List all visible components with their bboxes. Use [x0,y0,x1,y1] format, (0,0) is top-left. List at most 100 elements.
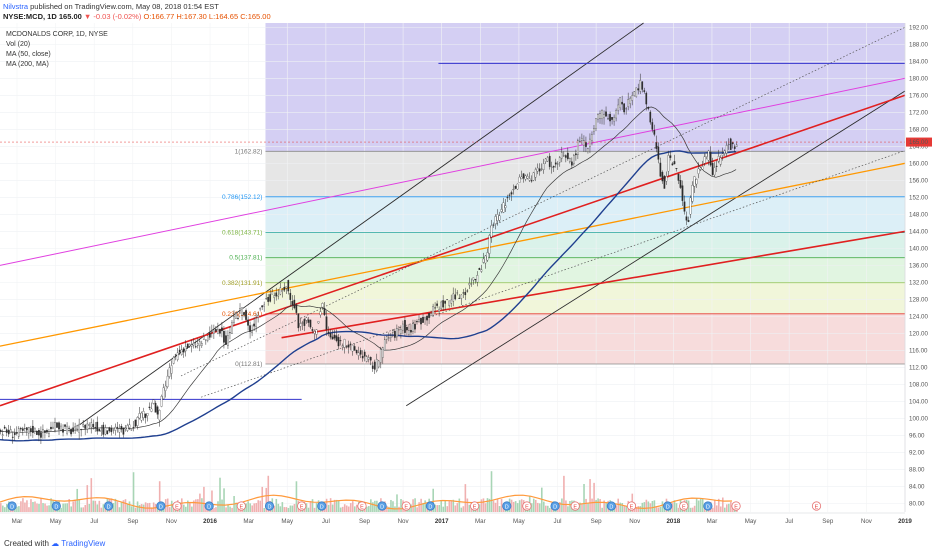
volume-bar [275,498,278,512]
volume-bar [719,506,722,512]
volume-bar [112,503,115,512]
price-tick-label: 120.00 [909,330,928,337]
price-axis[interactable]: 80.00 84.00 88.00 92.00 96.00 100.00 104.00 108… [0,23,932,512]
candle-body [347,344,350,348]
legend-volume[interactable]: Vol (20) [6,41,31,48]
volume-bar [532,498,535,512]
candle-body [412,323,414,332]
candle-body [410,329,412,333]
tradingview-logo-icon[interactable]: ☁ [51,539,60,548]
price-candles [0,73,738,444]
volume-bar [2,505,4,512]
candle-body [649,111,652,123]
volume-bar [138,504,141,512]
volume-bar [695,498,698,512]
volume-bar [444,500,447,512]
volume-bar [717,498,720,512]
candle-body [581,138,583,141]
candle-body [683,201,686,212]
candle-body [512,189,515,191]
volume-bar [20,501,22,512]
volume-bar [424,500,426,512]
volume-bar [534,499,537,512]
candle-body [229,332,231,334]
event-marker-label: E [630,504,634,510]
earnings-marker [470,501,480,511]
volume-bar [92,500,95,512]
volume-bar [726,504,728,512]
volume-bar [583,484,585,512]
candle-body [603,114,605,119]
dividend-marker [502,501,512,511]
candle-body [72,427,74,432]
time-tick-label: Jul [322,518,330,525]
created-with-label: Created with [4,539,49,548]
candle-body [78,423,80,433]
candle-body [148,406,151,408]
volume-bar [331,504,334,512]
volume-bar [201,498,203,512]
volume-bar [386,505,388,512]
candle-body [118,428,121,433]
candle-body [84,424,87,429]
trend-line-lower-black-channel [406,90,906,407]
candle-body [321,303,324,308]
volume-bar [436,505,439,512]
candle-body [28,427,30,434]
candle-body [494,216,497,224]
tradingview-brand[interactable]: TradingView [61,539,106,548]
dividend-marker [425,501,435,511]
volume-bar [689,507,692,512]
candle-body [243,312,245,315]
volume-bar [724,507,726,512]
volume-bar [48,505,50,512]
volume-bar [34,501,36,512]
price-tick-label: 176.00 [909,92,928,99]
volume-bar [24,502,26,512]
legend-ma200[interactable]: MA (200, MA) [6,61,49,68]
volume-bar [22,498,24,512]
candle-body [383,339,386,351]
volume-bar [4,507,6,512]
volume-bar [90,478,93,512]
volume-bar [623,505,626,512]
candle-body [621,101,623,105]
candle-body [319,311,322,316]
candle-body [597,114,599,120]
candle-body [402,323,404,331]
legend-ma50[interactable]: MA (50, close) [6,51,51,58]
candle-body [188,343,191,347]
volume-bar [315,502,318,512]
candle-body [466,290,469,292]
candle-body [104,427,107,435]
time-tick-label: Jul [785,518,793,525]
candle-body [192,342,195,346]
time-axis[interactable]: Mar May Jul Sep Nov 2016 Mar May Jul Sep Nov 2017 Ma… [0,512,912,525]
volume-bar [641,502,644,512]
candle-body [593,128,595,132]
volume-bar [62,503,64,512]
candle-body [273,295,276,298]
volume-bar [551,507,553,512]
candle-body [21,428,24,431]
volume-bar [339,507,342,512]
candle-body [406,326,408,331]
candle-body [470,283,473,285]
candle-body [295,304,298,313]
trend-line-red-upper [0,94,906,407]
candle-body [428,313,430,318]
author-link[interactable]: Nilvstra [3,2,29,11]
volume-bar [671,503,674,512]
candle-body [267,297,270,302]
candle-body [442,300,444,308]
candle-body [88,424,91,427]
candle-body [502,202,505,213]
candle-body [530,180,533,182]
candle-body [0,429,2,432]
candle-body [381,347,384,358]
candle-body [299,323,302,327]
volume-bar [595,499,597,512]
volume-bar [713,500,716,512]
footer: Created with ☁ TradingView [4,539,105,548]
